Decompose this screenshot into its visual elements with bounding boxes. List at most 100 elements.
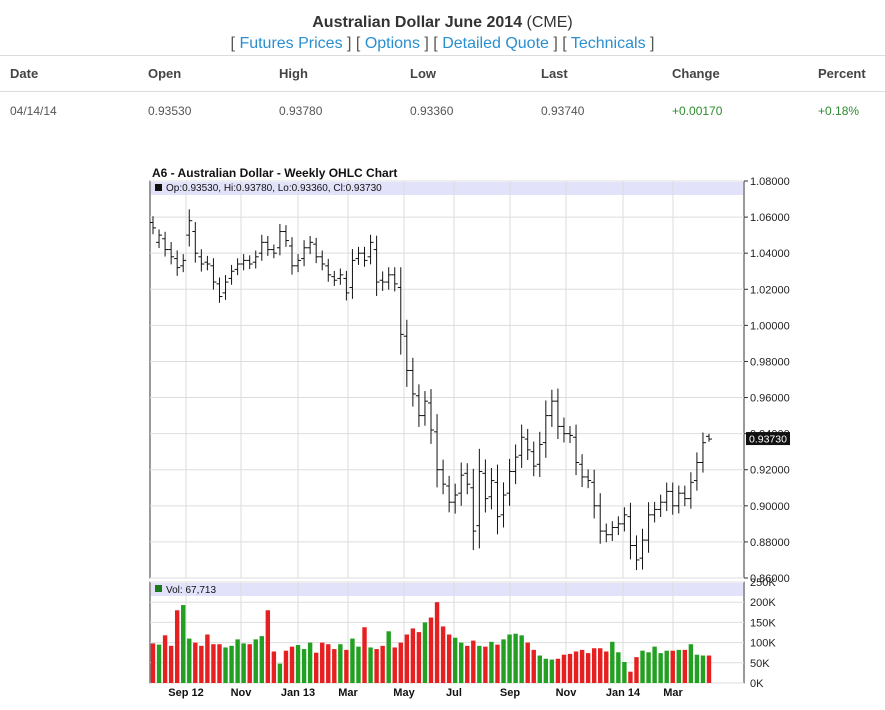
volume-readout: Vol: 67,713	[166, 585, 216, 596]
volume-tick-label: 0K	[750, 678, 764, 690]
value-open: 0.93530	[148, 104, 192, 118]
volume-bar	[471, 640, 476, 683]
value-change: +0.00170	[672, 104, 723, 118]
volume-bar	[616, 652, 621, 683]
volume-bar	[181, 605, 186, 683]
volume-bar	[585, 653, 591, 683]
volume-bar	[694, 654, 700, 683]
volume-bar	[483, 646, 488, 683]
volume-bar	[501, 639, 506, 683]
volume-bar	[332, 649, 337, 683]
price-tick-label: 1.00000	[750, 320, 790, 332]
volume-bar	[193, 642, 198, 683]
ohlc-legend-swatch	[155, 184, 162, 191]
value-percent: +0.18%	[818, 104, 860, 118]
volume-bar	[229, 645, 234, 683]
col-last: Last	[541, 66, 568, 81]
volume-tick-label: 200K	[750, 597, 776, 609]
volume-bar	[247, 644, 252, 683]
quote-header-row: Date Open High Low Last Change Percent	[0, 55, 885, 92]
col-date: Date	[10, 66, 39, 81]
volume-bar	[465, 645, 470, 683]
volume-bar	[688, 644, 694, 683]
volume-bar	[555, 658, 561, 683]
volume-bar	[646, 652, 651, 683]
volume-bar	[174, 610, 180, 683]
volume-bar	[706, 655, 712, 683]
volume-bar	[356, 646, 361, 683]
volume-bar	[187, 638, 192, 683]
volume-bar	[446, 634, 452, 683]
volume-tick-label: 150K	[750, 617, 776, 629]
volume-tick-label: 100K	[750, 638, 776, 650]
volume-bar	[549, 659, 555, 683]
volume-bar	[350, 638, 355, 683]
volume-bar	[543, 658, 549, 683]
volume-bar	[525, 642, 530, 683]
volume-bar	[567, 653, 573, 683]
volume-bar	[652, 646, 657, 683]
last-price-marker	[746, 432, 790, 446]
x-tick-label: Jul	[446, 687, 462, 699]
link-futures-prices[interactable]: Futures Prices	[239, 35, 343, 52]
value-last: 0.93740	[541, 104, 585, 118]
x-tick-label: Sep	[500, 687, 520, 699]
link-options[interactable]: Options	[364, 35, 420, 52]
volume-bar	[410, 628, 416, 683]
volume-bar	[338, 644, 343, 683]
ohlc-label-band	[151, 182, 743, 195]
col-low: Low	[410, 66, 436, 81]
volume-bar	[380, 645, 385, 683]
volume-bar	[416, 632, 422, 683]
link-technicals[interactable]: Technicals	[570, 35, 646, 52]
volume-bar	[658, 653, 663, 683]
volume-bar	[326, 644, 331, 683]
price-tick-label: 1.02000	[750, 284, 790, 296]
volume-bar	[634, 657, 639, 683]
price-tick-label: 1.04000	[750, 248, 790, 260]
col-percent: Percent	[818, 66, 866, 81]
volume-bar	[640, 650, 645, 683]
volume-bar	[459, 642, 464, 683]
volume-bar	[598, 648, 603, 683]
volume-bar	[289, 646, 295, 683]
volume-bar	[610, 641, 615, 683]
volume-bar	[374, 649, 379, 683]
volume-bar	[271, 651, 277, 683]
volume-bar	[277, 663, 283, 683]
quote-value-row: 04/14/14 0.93530 0.93780 0.93360 0.93740…	[0, 91, 885, 128]
volume-bar	[628, 671, 633, 683]
price-tick-label: 1.08000	[750, 176, 790, 188]
volume-bar	[362, 627, 367, 683]
last-price-label: 0.93730	[749, 434, 787, 446]
volume-bar	[211, 644, 216, 683]
price-panel	[149, 180, 745, 579]
volume-bar	[591, 648, 597, 683]
volume-bar	[579, 649, 585, 683]
volume-tick-label: 250K	[750, 577, 776, 589]
volume-legend-swatch	[155, 585, 162, 592]
x-tick-label: Nov	[556, 687, 578, 699]
volume-bar	[513, 633, 518, 683]
volume-bar	[573, 651, 579, 683]
volume-bar	[676, 649, 681, 683]
x-tick-label: Mar	[663, 687, 683, 699]
volume-bar	[168, 645, 174, 683]
volume-bar	[320, 642, 325, 683]
volume-bar	[344, 649, 349, 683]
volume-bar	[489, 641, 494, 683]
volume-bar	[422, 622, 428, 683]
volume-bar	[434, 602, 440, 683]
volume-bar	[235, 639, 240, 683]
volume-bar	[537, 655, 542, 683]
volume-bar	[199, 645, 204, 683]
volume-bar	[241, 643, 246, 683]
volume-bar	[217, 644, 222, 683]
volume-bar	[452, 637, 458, 683]
link-detailed-quote[interactable]: Detailed Quote	[442, 35, 549, 52]
volume-bar	[604, 651, 609, 683]
volume-bar	[392, 647, 397, 683]
volume-bar	[386, 631, 391, 683]
exchange-label: (CME)	[526, 14, 573, 31]
